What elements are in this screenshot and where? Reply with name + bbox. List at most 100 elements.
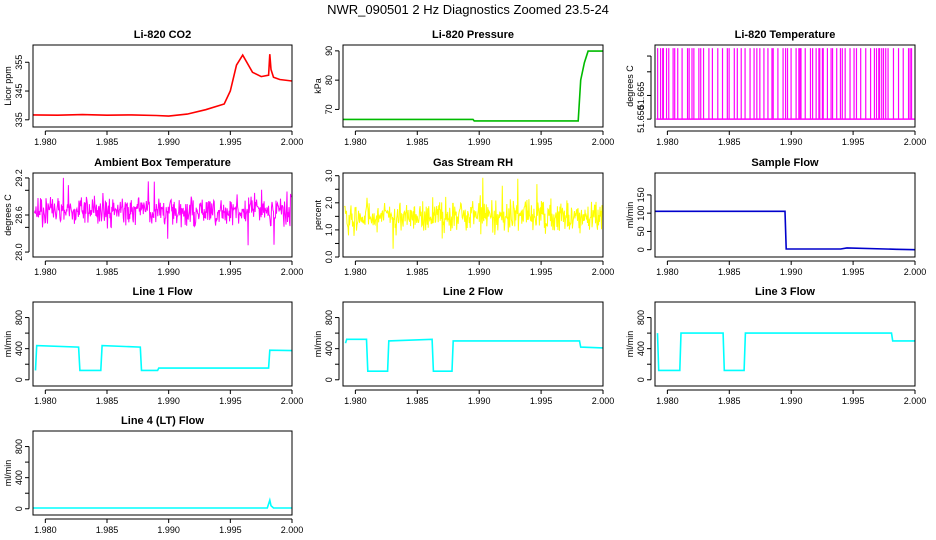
series-group: [344, 338, 603, 372]
x-tick-label: 1.995: [530, 267, 553, 277]
x-tick-label: 1.990: [157, 137, 180, 147]
series-line: [33, 53, 292, 117]
plot-frame: [654, 301, 916, 387]
y-axis-label: kPa: [313, 78, 323, 94]
series-group: [33, 497, 292, 509]
chart-title: Li-820 Temperature: [735, 29, 836, 41]
plot-frame: [32, 172, 293, 258]
chart-title: Line 1 Flow: [133, 286, 193, 298]
series-noise: [34, 177, 292, 246]
x-tick-label: 1.980: [344, 396, 367, 406]
x-tick-label: 1.980: [34, 267, 57, 277]
y-tick-label: 51.650: [636, 105, 646, 133]
x-tick-label: 1.990: [157, 396, 180, 406]
y-tick-label: 800: [324, 310, 334, 325]
chart-title: Line 3 Flow: [755, 286, 815, 298]
x-tick-label: 1.995: [842, 267, 865, 277]
x-tick-label: 1.990: [780, 396, 803, 406]
plot-frame: [32, 301, 293, 387]
x-tick-label: 1.990: [780, 137, 803, 147]
y-tick-label: 0.0: [324, 251, 334, 264]
x-tick-label: 2.000: [904, 396, 927, 406]
x-tick-label: 1.980: [344, 267, 367, 277]
plot-frame: [32, 430, 293, 516]
y-axis-label: ml/min: [625, 331, 635, 358]
y-tick-label: 355: [14, 55, 24, 70]
chart-panel-3: Li-820 Temperature degrees C 1.980 1.985 1.9…: [625, 29, 926, 147]
x-tick-label: 1.985: [96, 267, 119, 277]
y-axis-label: ml/min: [3, 331, 13, 358]
x-tick-label: 1.980: [656, 137, 679, 147]
chart-title: Li-820 CO2: [134, 29, 191, 41]
chart-panel-9: Line 3 Flow ml/min 1.980 1.985 1.990 1.995 2.0…: [625, 286, 926, 406]
x-tick-label: 1.980: [34, 137, 57, 147]
plot-frame: [342, 301, 604, 387]
chart-panel-2: Li-820 Pressure kPa 1.980 1.985 1.990 1.995 2.…: [313, 29, 614, 147]
x-tick-label: 1.985: [96, 396, 119, 406]
x-tick-label: 1.985: [96, 137, 119, 147]
chart-title: Ambient Box Temperature: [94, 157, 231, 169]
series-group: [656, 332, 915, 372]
y-tick-label: 400: [324, 341, 334, 356]
y-axis-label: degrees C: [3, 194, 13, 236]
x-tick-label: 2.000: [592, 137, 615, 147]
x-tick-label: 1.990: [468, 137, 491, 147]
x-tick-label: 1.985: [406, 137, 429, 147]
plot-frame: [32, 44, 293, 128]
x-tick-label: 1.985: [406, 267, 429, 277]
series-group: [343, 50, 603, 122]
y-tick-label: 0: [636, 377, 646, 382]
chart-title: Gas Stream RH: [433, 157, 513, 169]
x-tick-label: 1.980: [34, 396, 57, 406]
x-tick-label: 2.000: [592, 396, 615, 406]
plot-frame: [342, 44, 604, 128]
x-tick-label: 1.985: [718, 137, 741, 147]
x-tick-label: 1.990: [468, 396, 491, 406]
chart-title: Sample Flow: [751, 157, 819, 169]
y-tick-label: 0: [14, 506, 24, 511]
x-tick-label: 1.995: [219, 525, 242, 535]
series-line: [33, 497, 292, 509]
y-tick-label: 2.0: [324, 197, 334, 210]
plot-frame: [654, 172, 916, 258]
y-tick-label: 0: [14, 377, 24, 382]
x-tick-label: 1.990: [468, 267, 491, 277]
x-tick-label: 1.985: [96, 525, 119, 535]
y-axis-label: ml/min: [313, 331, 323, 358]
series-line: [655, 210, 915, 251]
chart-panel-6: Sample Flow ml/min 1.980 1.985 1.990 1.995 2.0…: [625, 157, 926, 277]
y-tick-label: 150: [636, 187, 646, 202]
y-tick-label: 800: [14, 439, 24, 454]
y-tick-label: 29.2: [14, 169, 24, 187]
y-axis-label: ml/min: [3, 460, 13, 487]
series-group: [344, 177, 603, 249]
series-line: [344, 338, 603, 372]
x-tick-label: 1.990: [157, 525, 180, 535]
x-tick-label: 1.980: [344, 137, 367, 147]
y-tick-label: 28.6: [14, 206, 24, 224]
chart-panel-4: Ambient Box Temperature degrees C 1.980 1.9…: [3, 157, 303, 277]
series-group: [34, 344, 292, 372]
x-tick-label: 1.980: [656, 396, 679, 406]
chart-panel-8: Line 2 Flow ml/min 1.980 1.985 1.990 1.995 2.0…: [313, 286, 614, 406]
y-tick-label: 80: [324, 75, 334, 85]
series-line: [34, 344, 292, 372]
y-tick-label: 3.0: [324, 169, 334, 182]
y-axis-label: Licor ppm: [3, 66, 13, 106]
y-tick-label: 400: [14, 470, 24, 485]
x-tick-label: 2.000: [281, 396, 304, 406]
chart-title: Line 2 Flow: [443, 286, 503, 298]
y-axis-label: degrees C: [625, 65, 635, 107]
chart-panel-7: Line 1 Flow ml/min 1.980 1.985 1.990 1.995 2.0…: [3, 286, 303, 406]
page-title: NWR_090501 2 Hz Diagnostics Zoomed 23.5-…: [327, 2, 609, 17]
x-tick-label: 1.980: [656, 267, 679, 277]
y-axis-label: percent: [313, 199, 323, 230]
series-line: [343, 50, 603, 122]
series-group: [33, 53, 292, 117]
x-tick-label: 1.995: [530, 396, 553, 406]
x-tick-label: 1.995: [530, 137, 553, 147]
x-tick-label: 1.990: [780, 267, 803, 277]
chart-title: Line 4 (LT) Flow: [121, 415, 204, 427]
